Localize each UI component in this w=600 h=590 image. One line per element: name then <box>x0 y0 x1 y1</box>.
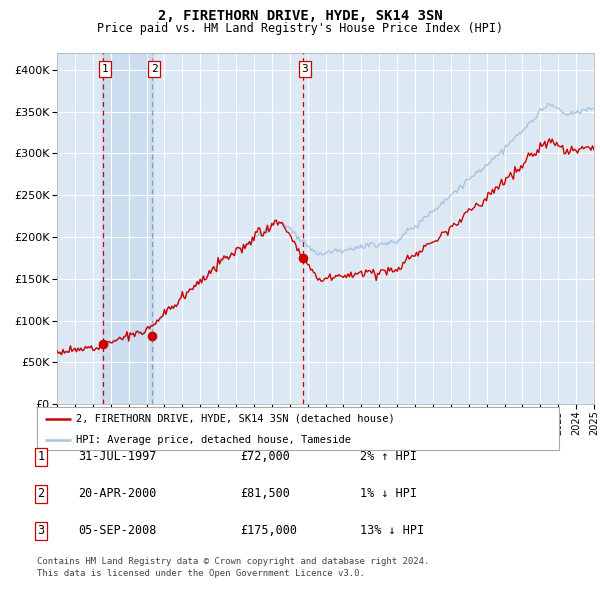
Text: 2% ↑ HPI: 2% ↑ HPI <box>360 450 417 463</box>
Text: £72,000: £72,000 <box>240 450 290 463</box>
Text: 3: 3 <box>37 525 44 537</box>
Text: 2: 2 <box>37 487 44 500</box>
Text: 13% ↓ HPI: 13% ↓ HPI <box>360 525 424 537</box>
Text: HPI: Average price, detached house, Tameside: HPI: Average price, detached house, Tame… <box>76 435 352 445</box>
Text: 2: 2 <box>151 64 158 74</box>
Text: 1: 1 <box>37 450 44 463</box>
Text: 1% ↓ HPI: 1% ↓ HPI <box>360 487 417 500</box>
Bar <box>103 53 154 404</box>
Text: 31-JUL-1997: 31-JUL-1997 <box>78 450 157 463</box>
Text: Price paid vs. HM Land Registry's House Price Index (HPI): Price paid vs. HM Land Registry's House … <box>97 22 503 35</box>
Text: £81,500: £81,500 <box>240 487 290 500</box>
Text: 2, FIRETHORN DRIVE, HYDE, SK14 3SN (detached house): 2, FIRETHORN DRIVE, HYDE, SK14 3SN (deta… <box>76 414 395 424</box>
Text: 1: 1 <box>101 64 109 74</box>
Text: 05-SEP-2008: 05-SEP-2008 <box>78 525 157 537</box>
Text: This data is licensed under the Open Government Licence v3.0.: This data is licensed under the Open Gov… <box>37 569 365 578</box>
Text: £175,000: £175,000 <box>240 525 297 537</box>
Text: 2, FIRETHORN DRIVE, HYDE, SK14 3SN: 2, FIRETHORN DRIVE, HYDE, SK14 3SN <box>158 9 442 24</box>
Text: Contains HM Land Registry data © Crown copyright and database right 2024.: Contains HM Land Registry data © Crown c… <box>37 558 430 566</box>
Text: 20-APR-2000: 20-APR-2000 <box>78 487 157 500</box>
Text: 3: 3 <box>302 64 308 74</box>
